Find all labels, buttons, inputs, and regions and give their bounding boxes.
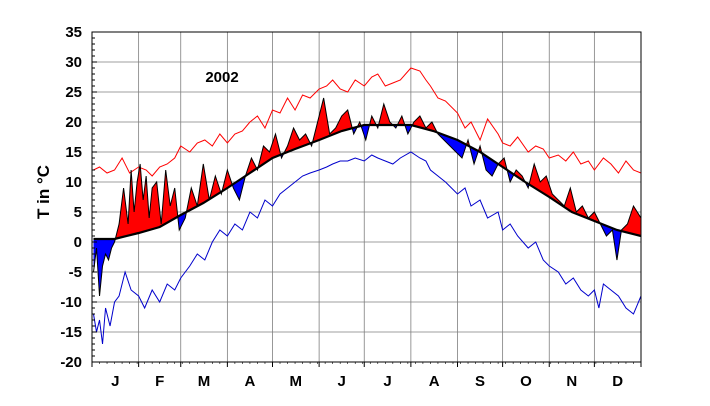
month-label: A [245,373,256,390]
month-label: A [429,373,440,390]
month-label: J [111,373,119,390]
y-tick-label: -5 [69,264,82,281]
grid [92,32,641,362]
year-annotation: 2002 [205,69,238,86]
normal-temperature-line [93,123,642,241]
y-tick-label: -20 [60,354,82,371]
y-tick-label: 35 [65,24,82,41]
mean-temperature-line [93,97,642,297]
y-tick-label: 5 [74,204,82,221]
plot-frame [91,31,642,363]
month-label: J [338,373,346,390]
month-label: N [566,373,577,390]
month-label: J [383,373,391,390]
y-tick-label: 0 [74,234,82,251]
month-label: O [520,373,532,390]
month-label: F [155,373,164,390]
below-normal-area [437,132,467,158]
above-normal-area [258,134,281,168]
month-label: D [612,373,623,390]
month-label: M [290,373,303,390]
month-label: S [475,373,485,390]
axis-ticks [91,31,642,367]
below-normal-area [361,125,370,140]
y-tick-label: -10 [60,294,82,311]
y-tick-label: -15 [60,324,82,341]
above-normal-area [186,164,210,212]
below-normal-area [232,176,246,200]
min-temperature-line [93,151,642,345]
y-tick-label: 15 [65,144,82,161]
y-tick-label: 30 [65,54,82,71]
y-tick-label: 20 [65,114,82,131]
y-tick-label: 25 [65,84,82,101]
below-normal-area [507,170,514,182]
above-normal-area [529,164,601,224]
below-normal-area [404,125,413,134]
y-axis-title: T in °C [34,165,53,219]
max-temperature-line [93,67,642,177]
above-normal-area [397,116,405,125]
y-tick-labels: 35 30 25 20 15 10 5 0 -5 -10 -15 -20 [60,24,82,371]
below-normal-area [481,153,499,176]
series-lines [93,67,642,345]
above-normal-area [378,104,393,125]
month-label: M [198,373,211,390]
above-normal-area [412,116,438,133]
above-normal-area [245,158,257,176]
above-normal-area [312,98,353,143]
above-normal-area [283,128,311,154]
y-tick-label: 10 [65,174,82,191]
above-normal-area [621,206,641,236]
above-normal-area [115,164,178,239]
above-normal-area [369,116,377,125]
